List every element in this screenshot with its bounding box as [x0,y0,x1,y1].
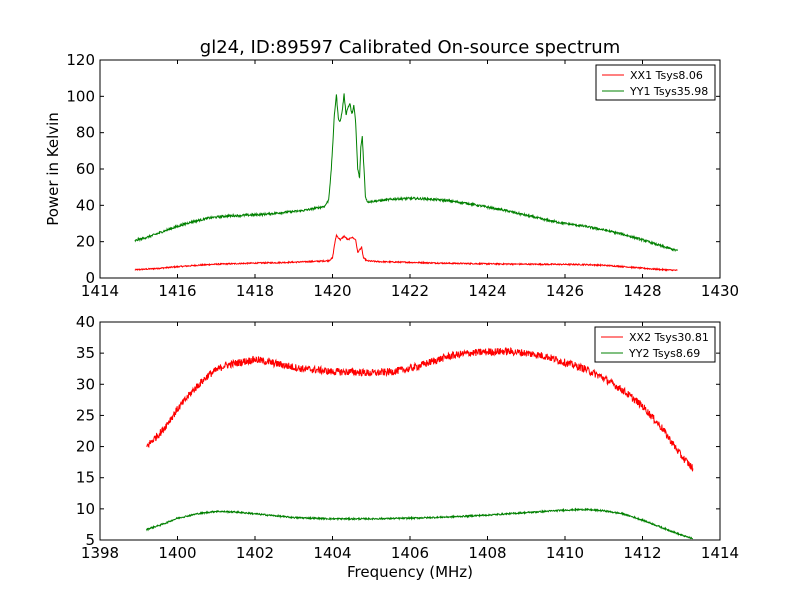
x-tick-label: 1406 [391,544,429,562]
y-tick-label: 5 [85,531,95,549]
legend-box [595,64,716,101]
y-tick-label: 0 [85,269,95,287]
x-tick-label: 1414 [701,544,739,562]
y-tick-label: 20 [76,233,95,251]
x-tick-label: 1412 [623,544,661,562]
x-tick-label: 1416 [158,282,196,300]
x-tick-label: 1428 [623,282,661,300]
y-tick-label: 100 [66,87,95,105]
y-tick-label: 40 [76,196,95,214]
y-tick-label: 35 [76,344,95,362]
series-line-1 [146,347,694,472]
bottom-panel: 1398 1400 1402 1404 1406 1408 1410 1412 1414 5 10 1… [76,313,739,562]
series-line-2 [134,93,678,253]
y-tick-label: 20 [76,438,95,456]
x-tick-label: 1414 [81,282,119,300]
legend-box [594,326,716,363]
y-tick-label: 10 [76,500,95,518]
series-line-2 [146,507,694,540]
legend: XX1 Tsys8.06 YY1 Tsys35.98 [595,64,716,101]
legend-label: YY2 Tsys8.69 [628,347,700,360]
x-tick-label: 1422 [391,282,429,300]
y-tick-label: 80 [76,124,95,142]
y-tick-label: 25 [76,406,95,424]
legend-label: XX1 Tsys8.06 [630,69,703,82]
x-tick-label: 1424 [468,282,506,300]
x-tick-label: 1402 [236,544,274,562]
x-tick-label: 1400 [158,544,196,562]
y-tick-label: 40 [76,313,95,331]
series-line-1 [134,233,678,272]
x-tick-label: 1410 [546,544,584,562]
legend-label: YY1 Tsys35.98 [629,85,708,98]
y-tick-label: 60 [76,160,95,178]
y-tick-label: 15 [76,469,95,487]
legend: XX2 Tsys30.81 YY2 Tsys8.69 [594,326,716,363]
x-axis-title: Frequency (MHz) [347,563,473,581]
x-tick-label: 1420 [313,282,351,300]
x-tick-label: 1426 [546,282,584,300]
legend-label: XX2 Tsys30.81 [629,331,709,344]
y-tick-label: 120 [66,51,95,69]
x-tick-label: 1404 [313,544,351,562]
y-axis-title: Power in Kelvin [44,112,62,226]
x-tick-label: 1418 [236,282,274,300]
x-tick-label: 1398 [81,544,119,562]
x-tick-label: 1430 [701,282,739,300]
chart-title: gl24, ID:89597 Calibrated On-source spec… [200,37,620,58]
x-tick-label: 1408 [468,544,506,562]
y-tick-label: 30 [76,375,95,393]
top-panel: 1414 1416 1418 1420 1422 1424 1426 1428 1430 0 20 4… [66,51,739,300]
